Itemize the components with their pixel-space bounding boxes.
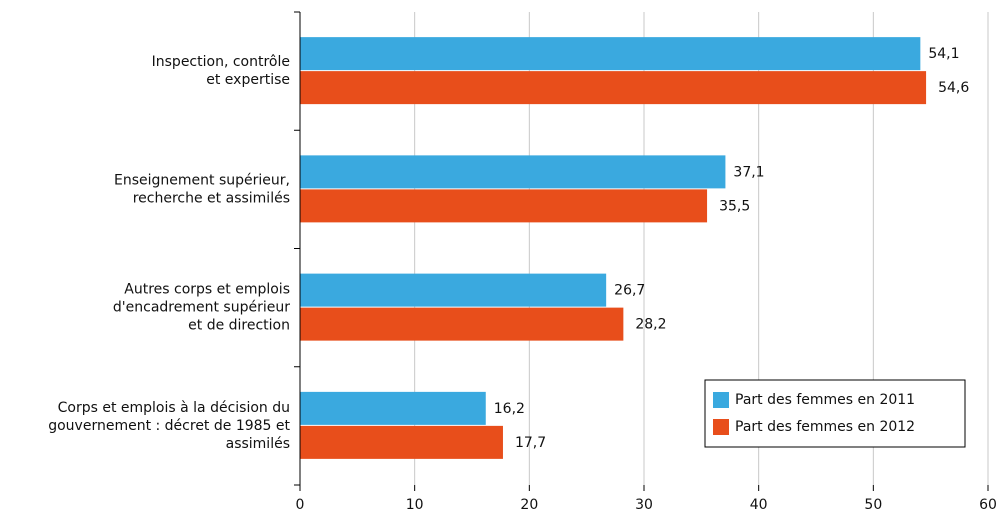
y-tick-label: Corps et emplois à la décision du gouvern… xyxy=(48,400,290,452)
x-tick-label: 40 xyxy=(750,497,768,512)
x-tick-label: 60 xyxy=(979,497,996,512)
value-label: 35,5 xyxy=(719,198,750,214)
y-tick-label: Enseignement supérieur, recherche et assi… xyxy=(114,172,290,206)
value-label: 37,1 xyxy=(733,164,764,180)
bar xyxy=(300,71,927,105)
y-tick-label: Autres corps et emplois d'encadrement sup… xyxy=(113,282,290,334)
y-tick-label: Inspection, contrôle et expertise xyxy=(152,54,290,88)
x-tick-label: 50 xyxy=(864,497,882,512)
value-label: 17,7 xyxy=(515,435,546,451)
value-label: 54,6 xyxy=(938,80,969,96)
legend-swatch xyxy=(713,392,729,408)
bar xyxy=(300,425,503,459)
legend-label: Part des femmes en 2012 xyxy=(735,419,915,435)
bar xyxy=(300,189,708,223)
x-tick-label: 20 xyxy=(520,497,538,512)
value-label: 16,2 xyxy=(494,401,525,417)
bar xyxy=(300,307,624,341)
legend-swatch xyxy=(713,419,729,435)
x-tick-label: 0 xyxy=(296,497,305,512)
x-tick-label: 10 xyxy=(406,497,424,512)
legend-box xyxy=(704,379,966,448)
value-label: 28,2 xyxy=(635,317,666,333)
value-label: 54,1 xyxy=(928,46,959,62)
bar xyxy=(300,155,726,189)
bar xyxy=(300,273,607,307)
bar xyxy=(300,37,921,71)
legend-label: Part des femmes en 2011 xyxy=(735,392,915,408)
value-label: 26,7 xyxy=(614,283,645,299)
bar xyxy=(300,391,486,425)
x-tick-label: 30 xyxy=(635,497,653,512)
